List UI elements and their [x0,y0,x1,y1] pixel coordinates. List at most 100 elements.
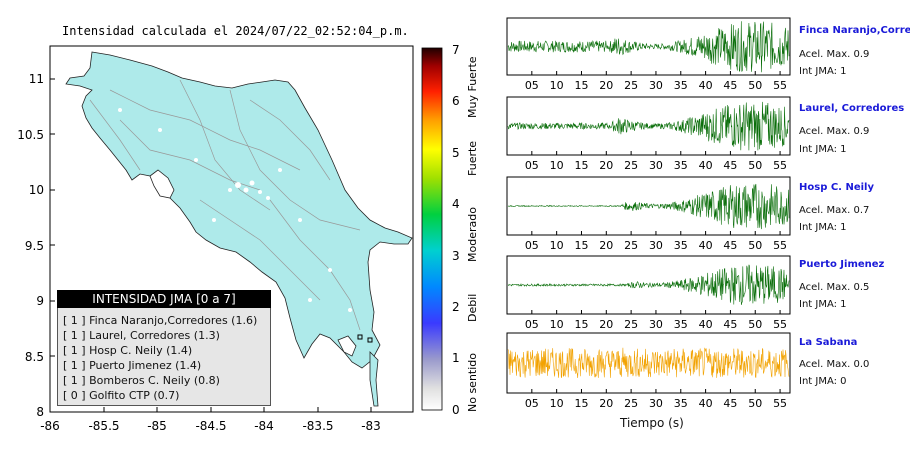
x-tick-label: -85.5 [88,419,119,433]
trace-x-tick-label: 35 [674,79,688,92]
trace-x-tick-label: 45 [723,397,737,410]
legend-item: [ 1 ] Hosp C. Neily (1.4) [63,344,193,357]
legend-item: [ 0 ] Golfito CTP (0.7) [63,389,180,402]
legend-item: [ 1 ] Laurel, Corredores (1.3) [63,329,220,342]
colorbar-tick: 2 [452,300,460,314]
province-borders [89,79,361,331]
station-jma: Int JMA: 0 [799,376,847,387]
trace-x-tick-label: 05 [525,159,539,172]
station-jma: Int JMA: 1 [799,66,847,77]
trace-x-tick-label: 50 [748,397,762,410]
station-name: La Sabana [799,337,858,348]
y-tick-label: 8.5 [25,350,44,364]
trace-x-tick-label: 35 [674,239,688,252]
trace-x-tick-label: 30 [649,159,663,172]
legend-item: [ 1 ] Bomberos C. Neily (0.8) [63,374,220,387]
colorbar-tick: 1 [452,351,460,365]
station-acel: Acel. Max. 0.7 [799,205,870,216]
trace-x-tick-label: 55 [773,239,787,252]
station-name: Laurel, Corredores [799,103,905,114]
trace-x-tick-label: 20 [599,79,613,92]
trace-x-tick-label: 20 [599,239,613,252]
trace-x-tick-label: 25 [624,239,638,252]
seismogram-trace [507,21,790,73]
map-y-ticks [50,78,55,357]
seismogram-trace [507,183,790,230]
trace-x-tick-label: 40 [699,318,713,331]
station-acel: Acel. Max. 0.5 [799,282,870,293]
legend-item: [ 1 ] Finca Naranjo,Corredores (1.6) [63,314,258,327]
y-tick-label: 11 [29,72,44,86]
intensity-colorbar [421,47,443,411]
trace-x-tick-label: 45 [723,318,737,331]
legend-item: [ 1 ] Puerto Jimenez (1.4) [63,359,202,372]
trace-x-tick-label: 45 [723,159,737,172]
trace-x-tick-label: 10 [550,239,564,252]
station-jma: Int JMA: 1 [799,222,847,233]
x-tick-label: -83.5 [302,419,333,433]
trace-x-tick-label: 30 [649,397,663,410]
trace-x-tick-label: 05 [525,79,539,92]
colorbar-ticks: 0 1 2 3 4 5 6 7 [452,43,460,417]
trace-x-tick-label: 30 [649,239,663,252]
country-landmass [65,51,413,369]
colorbar-label: No sentido [466,353,479,412]
colorbar-label: Moderado [466,207,479,262]
colorbar-tick: 4 [452,197,460,211]
station-name: Hosp C. Neily [799,182,874,193]
station-name: Puerto Jimenez [799,259,885,270]
trace-x-tick-label: 15 [574,397,588,410]
colorbar-label: Debil [466,294,479,322]
colorbar-labels: No sentido Debil Moderado Fuerte Muy Fue… [466,56,479,412]
x-tick-label: -83 [361,419,381,433]
trace-x-tick-label: 45 [723,79,737,92]
y-tick-label: 9 [36,294,44,308]
colorbar-tick: 6 [452,94,460,108]
station-acel: Acel. Max. 0.0 [799,359,870,370]
x-tick-label: -84 [254,419,274,433]
seismogram-trace [507,347,790,379]
station-name: Finca Naranjo,Corredor [799,25,910,36]
station-jma: Int JMA: 1 [799,144,847,155]
station-jma: Int JMA: 1 [799,299,847,310]
trace-x-tick-label: 25 [624,79,638,92]
golfo-dulce [337,335,357,357]
y-tick-label: 9.5 [25,239,44,253]
trace-x-tick-label: 30 [649,79,663,92]
town-markers [118,108,352,312]
trace-x-tick-label: 15 [574,318,588,331]
map-title: Intensidad calculada el 2024/07/22_02:52… [62,24,409,38]
trace-x-tick-label: 40 [699,79,713,92]
seismogram-trace [507,101,790,151]
trace-x-tick-label: 55 [773,318,787,331]
map-x-axis: -86 -85.5 -85 -84.5 -84 -83.5 -83 [40,419,381,433]
trace-x-tick-label: 40 [699,239,713,252]
trace-x-tick-label: 30 [649,318,663,331]
x-tick-label: -86 [40,419,60,433]
trace-x-tick-label: 55 [773,79,787,92]
trace-x-tick-label: 15 [574,79,588,92]
trace-x-tick-label: 50 [748,159,762,172]
trace-x-tick-label: 35 [674,397,688,410]
trace-x-tick-label: 25 [624,159,638,172]
y-tick-label: 8 [36,405,44,419]
station-acel: Acel. Max. 0.9 [799,49,870,60]
trace-x-tick-label: 20 [599,318,613,331]
colorbar-tick: 3 [452,249,460,263]
trace-x-tick-label: 55 [773,397,787,410]
trace-x-tick-label: 55 [773,159,787,172]
trace-x-tick-label: 10 [550,79,564,92]
trace-x-tick-label: 50 [748,318,762,331]
trace-x-tick-label: 50 [748,239,762,252]
trace-x-tick-label: 35 [674,318,688,331]
y-tick-label: 10 [29,183,44,197]
seismogram-trace [508,264,790,305]
trace-x-tick-label: 05 [525,318,539,331]
trace-x-tick-label: 20 [599,159,613,172]
waveform-panel: 05 10 15 20 25 30 35 40 45 50 55 05 10 15 20 25 30 35 40 45… [506,17,791,410]
trace-x-tick-label: 25 [624,397,638,410]
trace-x-tick-label: 05 [525,239,539,252]
traces-xlabel: Tiempo (s) [620,416,684,430]
trace-x-tick-label: 40 [699,159,713,172]
trace-x-tick-label: 35 [674,159,688,172]
